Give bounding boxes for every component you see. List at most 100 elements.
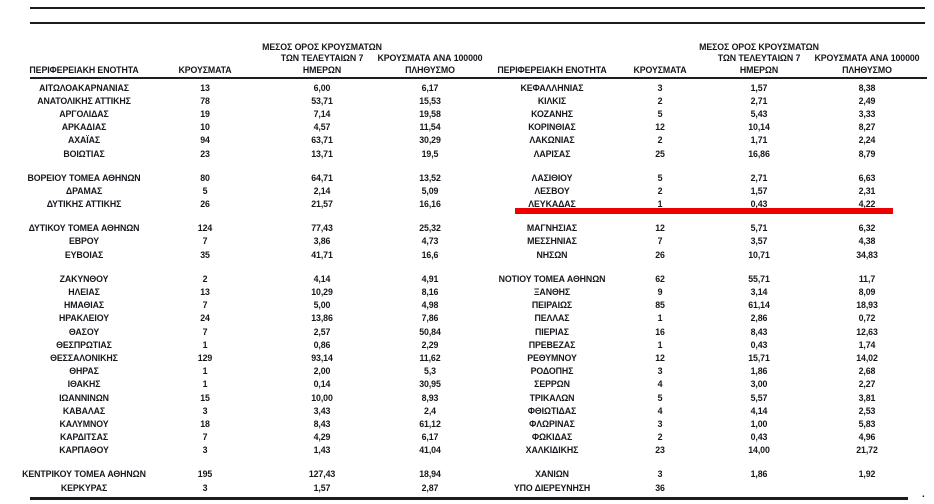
table-row: ΦΩΚΙΔΑΣ 2 0,43 4,96 (495, 431, 927, 444)
cell-per100k: 2,27 (858, 379, 876, 390)
table-row: ΑΧΑΪΑΣ 94 63,71 30,29 (30, 134, 488, 147)
cell-avg7: 3,57 (750, 236, 768, 247)
column-header-avg7: ΜΕΣΟΣ ΟΡΟΣ ΚΡΟΥΣΜΑΤΩΝ ΤΩΝ ΤΕΛΕΥΤΑΙΩΝ 7 Η… (262, 42, 382, 77)
table-row: ΘΗΡΑΣ 1 2,00 5,3 (30, 365, 488, 378)
table-row: ΧΑΛΚΙΔΙΚΗΣ 23 14,00 21,72 (495, 444, 927, 457)
cell-per100k: 19,58 (419, 108, 441, 119)
table-row: ΧΑΝΙΩΝ 3 1,86 1,92 (495, 468, 927, 481)
cell-region: ΦΛΩΡΙΝΑΣ (529, 418, 575, 429)
cell-cases: 18 (200, 418, 210, 429)
table-right-rows: ΚΕΦΑΛΛΗΝΙΑΣ 3 1,57 8,38 ΚΙΛΚΙΣ 2 2,71 2,49 ΚΟΖΑΝ… (495, 81, 927, 494)
cell-cases: 124 (197, 223, 213, 234)
cell-avg7: 1,86 (750, 469, 768, 480)
column-header-cases: ΚΡΟΥΣΜΑΤΑ (609, 65, 711, 77)
cell-region: ΖΑΚΥΝΘΟΥ (59, 273, 109, 284)
cell-avg7: 127,43 (308, 469, 336, 480)
table-left-rows: ΑΙΤΩΛΟΑΚΑΡΝΑΝΙΑΣ 13 6,00 6,17 ΑΝΑΤΟΛΙΚΗΣ ΑΤΤ… (22, 81, 488, 494)
cell-region: ΚΑΛΥΜΝΟΥ (59, 418, 109, 429)
cell-per100k: 8,16 (421, 287, 439, 298)
cell-avg7: 15,71 (748, 352, 770, 363)
cell-per100k: 6,32 (858, 223, 876, 234)
table-left-half: ΠΕΡΙΦΕΡΕΙΑΚΗ ΕΝΟΤΗΤΑ ΚΡΟΥΣΜΑΤΑ ΜΕΣΟΣ ΟΡΟ… (22, 38, 488, 494)
cell-region: ΚΑΡΔΙΤΣΑΣ (59, 432, 109, 443)
cell-per100k: 4,96 (858, 432, 876, 443)
table-row: ΡΕΘΥΜΝΟΥ 12 15,71 14,02 (495, 351, 927, 364)
group-spacer (495, 261, 927, 272)
table-row: ΚΑΡΔΙΤΣΑΣ 7 4,29 6,17 (30, 431, 488, 444)
table-header-row: ΠΕΡΙΦΕΡΕΙΑΚΗ ΕΝΟΤΗΤΑ ΚΡΟΥΣΜΑΤΑ ΜΕΣΟΣ ΟΡΟ… (495, 38, 927, 77)
cell-region: ΚΟΖΑΝΗΣ (531, 108, 573, 119)
table-row: ΚΟΡΙΝΘΙΑΣ 12 10,14 8,27 (495, 121, 927, 134)
cell-cases: 5 (202, 185, 208, 196)
cell-region: ΚΕΡΚΥΡΑΣ (60, 482, 108, 493)
cell-region: ΛΑΚΩΝΙΑΣ (529, 135, 575, 146)
table-row: ΝΗΣΩΝ 26 10,71 34,83 (495, 248, 927, 261)
cell-region: ΑΙΤΩΛΟΑΚΑΡΝΑΝΙΑΣ (39, 82, 129, 93)
cell-per100k: 25,32 (419, 223, 441, 234)
cell-avg7: 1,57 (750, 82, 768, 93)
cell-per100k: 4,98 (421, 300, 439, 311)
cell-region: ΜΕΣΣΗΝΙΑΣ (527, 236, 577, 247)
cell-cases: 3 (657, 418, 663, 429)
cell-cases: 1 (657, 339, 663, 350)
column-header-avg7: ΜΕΣΟΣ ΟΡΟΣ ΚΡΟΥΣΜΑΤΩΝ ΤΩΝ ΤΕΛΕΥΤΑΙΩΝ 7 Η… (699, 42, 819, 77)
column-header-label: ΠΕΡΙΦΕΡΕΙΑΚΗ ΕΝΟΤΗΤΑ (29, 65, 139, 76)
cell-per100k: 2,49 (858, 95, 876, 106)
table-row: ΒΟΡΕΙΟΥ ΤΟΜΕΑ ΑΘΗΝΩΝ 80 64,71 13,52 (27, 171, 488, 184)
cell-avg7: 10,14 (748, 122, 770, 133)
cell-per100k: 5,83 (858, 418, 876, 429)
cell-per100k: 3,33 (858, 108, 876, 119)
cell-region: ΦΘΙΩΤΙΔΑΣ (527, 405, 577, 416)
cell-avg7: 5,57 (750, 392, 768, 403)
cell-region: ΦΩΚΙΔΑΣ (531, 432, 573, 443)
column-header-regional-unit: ΠΕΡΙΦΕΡΕΙΑΚΗ ΕΝΟΤΗΤΑ (29, 65, 139, 77)
cell-avg7: 55,71 (748, 273, 770, 284)
cell-cases: 85 (655, 300, 665, 311)
table-row: ΑΡΚΑΔΙΑΣ 10 4,57 11,54 (30, 121, 488, 134)
cell-cases: 62 (655, 273, 665, 284)
table-row: ΚΑΒΑΛΑΣ 3 3,43 2,4 (30, 404, 488, 417)
cell-region: ΘΗΡΑΣ (69, 366, 99, 377)
cell-cases: 26 (200, 199, 210, 210)
cell-per100k: 1,74 (858, 339, 876, 350)
cell-per100k: 6,63 (858, 172, 876, 183)
table-row: ΠΡΕΒΕΖΑΣ 1 0,43 1,74 (495, 338, 927, 351)
cell-avg7: 10,29 (311, 287, 333, 298)
cell-avg7: 3,00 (750, 379, 768, 390)
table-row: ΗΡΑΚΛΕΙΟΥ 24 13,86 7,86 (30, 312, 488, 325)
column-header-label: ΚΡΟΥΣΜΑΤΑ ΑΝΑ 100000 (814, 53, 920, 64)
cell-cases: 2 (657, 432, 663, 443)
cell-cases: 10 (200, 122, 210, 133)
column-header-label: ΚΡΟΥΣΜΑΤΑ ΑΝΑ 100000 (377, 53, 483, 64)
cell-region: ΑΝΑΤΟΛΙΚΗΣ ΑΤΤΙΚΗΣ (37, 95, 131, 106)
cell-per100k: 30,95 (419, 379, 441, 390)
cell-avg7: 5,71 (750, 223, 768, 234)
cell-cases: 1 (202, 379, 208, 390)
group-spacer (30, 211, 488, 222)
table-row: ΕΥΒΟΙΑΣ 35 41,71 16,6 (30, 248, 488, 261)
cell-per100k: 18,94 (419, 469, 441, 480)
cell-avg7: 63,71 (311, 135, 333, 146)
cell-avg7: 2,86 (750, 313, 768, 324)
table-row: ΚΕΦΑΛΛΗΝΙΑΣ 3 1,57 8,38 (495, 81, 927, 94)
table-row: ΕΒΡΟΥ 7 3,86 4,73 (30, 235, 488, 248)
cell-per100k: 16,6 (421, 249, 439, 260)
column-header-label: ΗΜΕΡΩΝ (739, 65, 779, 76)
cell-region: ΗΡΑΚΛΕΙΟΥ (58, 313, 110, 324)
table-row: ΤΡΙΚΑΛΩΝ 5 5,57 3,81 (495, 391, 927, 404)
table-row: ΔΡΑΜΑΣ 5 2,14 5,09 (30, 184, 488, 197)
cell-per100k: 5,3 (424, 366, 436, 377)
cell-cases: 16 (655, 326, 665, 337)
cell-region: ΤΡΙΚΑΛΩΝ (529, 392, 575, 403)
cell-avg7: 53,71 (311, 95, 333, 106)
table-row: ΥΠΟ ΔΙΕΡΕΥΝΗΣΗ 36 (495, 481, 927, 494)
cell-avg7: 13,86 (311, 313, 333, 324)
column-header-label: ΠΛΗΘΥΣΜΟ (842, 65, 892, 76)
table-row: ΣΕΡΡΩΝ 4 3,00 2,27 (495, 378, 927, 391)
cell-cases: 7 (202, 300, 208, 311)
cell-per100k: 3,81 (858, 392, 876, 403)
table-row: ΛΑΣΙΘΙΟΥ 5 2,71 6,63 (495, 171, 927, 184)
table-row: ΘΑΣΟΥ 7 2,57 50,84 (30, 325, 488, 338)
cell-cases: 25 (655, 148, 665, 159)
cell-per100k: 4,22 (858, 199, 876, 210)
